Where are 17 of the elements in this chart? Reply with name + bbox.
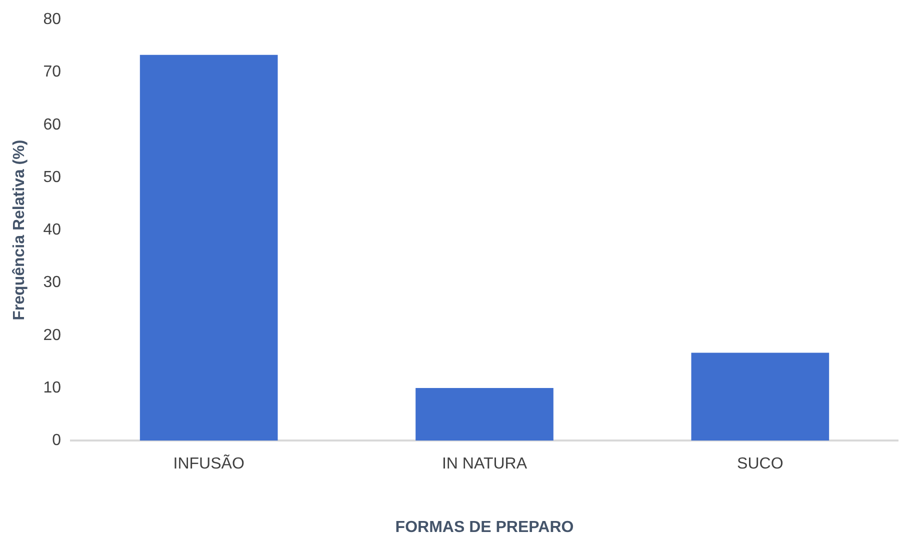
bar [691, 352, 830, 441]
bar [140, 54, 278, 441]
y-tick-label: 20 [43, 326, 62, 344]
x-tick-label: SUCO [737, 456, 784, 473]
x-tick-label: INFUSÃO [173, 454, 244, 473]
y-axis-title: Frequência Relativa (%) [11, 140, 28, 320]
y-tick-label: 60 [43, 116, 62, 134]
bar [416, 388, 554, 441]
y-tick-label: 70 [43, 64, 62, 81]
y-tick-label: 10 [43, 379, 62, 396]
x-tick-label: IN NATURA [442, 456, 528, 473]
y-tick-label: 50 [43, 168, 62, 186]
y-tick-label: 80 [43, 11, 62, 28]
y-tick-label: 40 [43, 222, 62, 239]
y-tick-label: 30 [43, 274, 62, 292]
y-tick-label: 0 [52, 432, 62, 450]
x-axis-title: FORMAS DE PREPARO [395, 518, 574, 536]
